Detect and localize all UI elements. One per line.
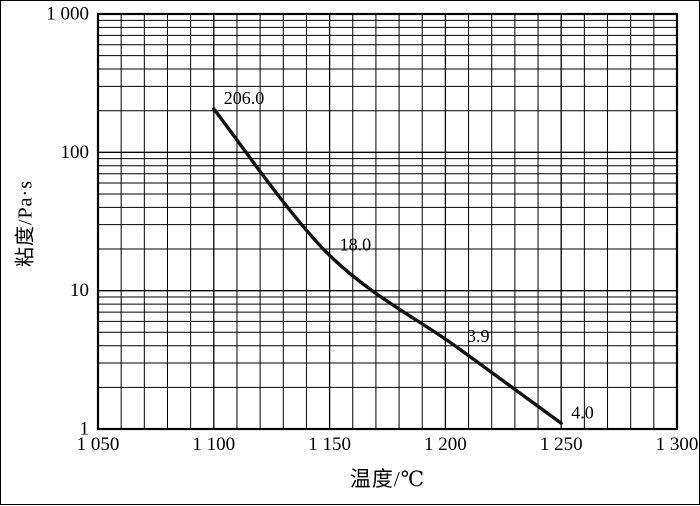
x-tick-label: 1 200 bbox=[424, 434, 467, 455]
point-label: 3.9 bbox=[467, 326, 490, 346]
plot-frame bbox=[96, 12, 679, 431]
x-tick-label: 1 150 bbox=[308, 434, 351, 455]
point-label: 4.0 bbox=[571, 402, 594, 422]
x-tick-label: 1 050 bbox=[77, 434, 120, 455]
x-tick-label: 1 100 bbox=[192, 434, 235, 455]
x-tick-label: 1 300 bbox=[656, 434, 699, 455]
x-axis-title: 温度/℃ bbox=[349, 467, 426, 491]
x-tick-label: 1 250 bbox=[540, 434, 583, 455]
point-label: 18.0 bbox=[340, 234, 372, 254]
y-tick-label: 1 bbox=[80, 419, 90, 440]
data-curve bbox=[212, 107, 563, 425]
y-tick-label: 10 bbox=[70, 280, 89, 301]
y-tick-label: 100 bbox=[61, 142, 90, 163]
y-tick-label: 1 000 bbox=[46, 4, 89, 25]
point-label: 206.0 bbox=[224, 88, 264, 108]
